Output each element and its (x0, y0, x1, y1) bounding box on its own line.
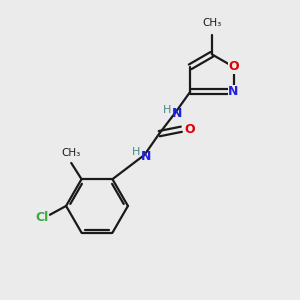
Text: N: N (172, 107, 182, 120)
Text: H: H (163, 104, 171, 115)
Text: CH₃: CH₃ (202, 18, 221, 28)
Text: CH₃: CH₃ (61, 148, 81, 158)
Text: O: O (228, 60, 239, 73)
Text: N: N (228, 85, 239, 98)
Text: N: N (141, 150, 151, 163)
Text: O: O (184, 123, 195, 136)
Text: H: H (132, 147, 140, 157)
Text: Cl: Cl (35, 211, 48, 224)
